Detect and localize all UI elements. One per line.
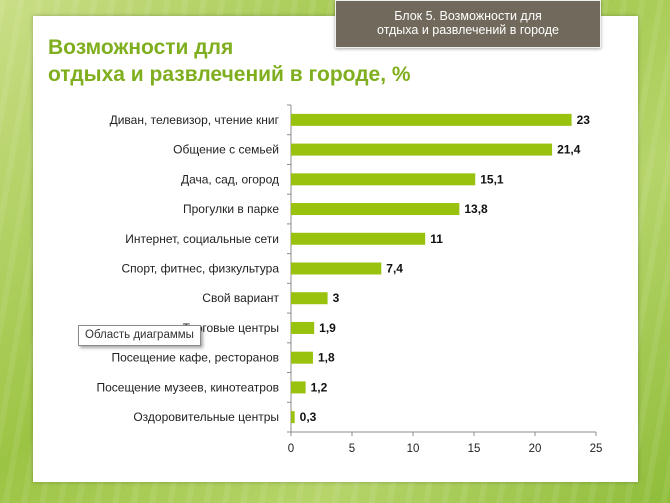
slide-panel [33, 16, 638, 482]
category-label: Оздоровительные центры [133, 410, 279, 424]
value-label: 15,1 [480, 172, 504, 186]
value-label: 23 [577, 113, 591, 127]
category-label: Торговые центры [183, 321, 279, 335]
value-label: 1,2 [311, 380, 328, 394]
bar [291, 232, 426, 245]
value-label: 11 [430, 232, 443, 246]
value-label: 21,4 [557, 143, 581, 157]
chart-area-tooltip: Область диаграммы [78, 325, 201, 346]
x-tick-label: 15 [468, 443, 481, 455]
bar [291, 262, 382, 275]
category-label: Дача, сад, огород [181, 172, 279, 186]
category-label: Посещение музеев, кинотеатров [96, 380, 279, 394]
block-label-line2: отдыха и развлечений в городе [377, 23, 559, 37]
x-tick-label: 5 [349, 443, 355, 455]
value-label: 0,3 [300, 410, 317, 424]
block-label: Блок 5. Возможности для отдыха и развлеч… [335, 0, 601, 48]
value-label: 13,8 [464, 202, 488, 216]
category-label: Интернет, социальные сети [125, 232, 279, 246]
x-tick-label: 0 [288, 443, 294, 455]
x-tick-label: 10 [407, 443, 420, 455]
category-label: Общение с семьей [173, 143, 279, 157]
category-label: Прогулки в парке [183, 202, 279, 216]
value-label: 7,4 [386, 262, 403, 276]
value-label: 3 [333, 291, 340, 305]
page-title: Возможности для отдыха и развлечений в г… [48, 34, 478, 88]
category-label: Диван, телевизор, чтение книг [110, 113, 280, 127]
category-label: Спорт, фитнес, физкультура [122, 262, 280, 276]
bar [291, 292, 328, 305]
bar [291, 351, 313, 364]
category-label: Посещение кафе, ресторанов [111, 351, 279, 365]
block-label-line1: Блок 5. Возможности для [394, 9, 542, 23]
bar [291, 321, 315, 334]
x-tick-label: 20 [529, 443, 542, 455]
value-label: 1,9 [319, 321, 336, 335]
value-label: 1,8 [318, 351, 335, 365]
title-line1: Возможности для [48, 36, 234, 59]
title-line2: отдыха и развлечений в городе, % [48, 63, 411, 86]
bar [291, 381, 306, 394]
bar [291, 173, 476, 186]
bar [291, 143, 553, 156]
bar [291, 203, 460, 216]
bar [291, 411, 295, 424]
bar [291, 113, 572, 126]
category-label: Свой вариант [202, 291, 279, 305]
x-tick-label: 25 [590, 443, 603, 455]
